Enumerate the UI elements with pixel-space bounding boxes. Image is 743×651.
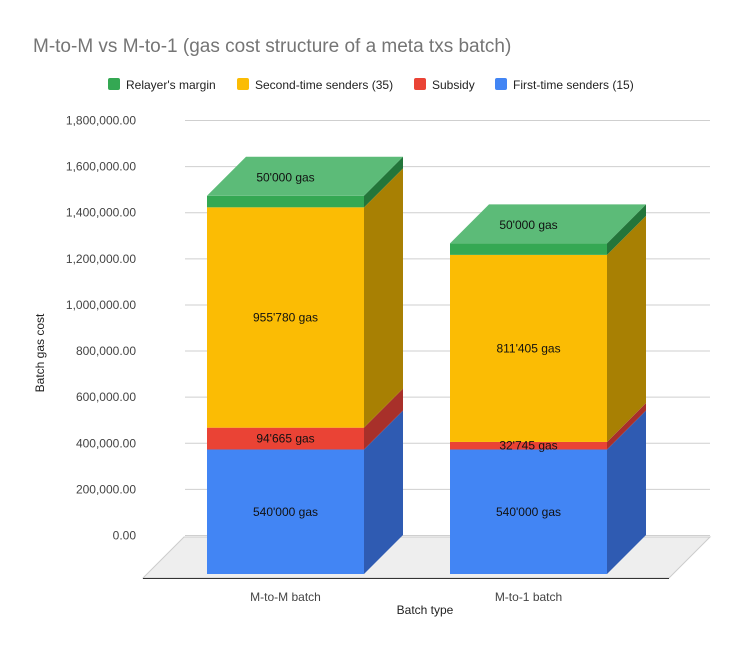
x-axis-title: Batch type — [397, 603, 454, 617]
bar-side-first-time-senders-15 — [364, 410, 403, 574]
y-axis-ticks: 0.00 200,000.00 400,000.00 600,000.00 800,00… — [66, 114, 136, 543]
legend-swatch — [414, 78, 426, 90]
y-tick-label: 1,800,000.00 — [66, 114, 136, 128]
bar-segment-second-time-senders-35 — [450, 254, 607, 442]
bar-segment-subsidy — [207, 427, 364, 450]
y-tick-label: 400,000.00 — [76, 436, 136, 450]
y-tick-label: 200,000.00 — [76, 482, 136, 496]
data-label-relayer-s-margin: 50'000 gas — [499, 218, 557, 232]
bar-segment-relayer-s-margin — [450, 243, 607, 255]
bars — [207, 156, 646, 574]
bar-segment-second-time-senders-35 — [207, 207, 364, 428]
legend-label: First-time senders (15) — [513, 78, 634, 92]
chart-title: M-to-M vs M-to-1 (gas cost structure of … — [33, 36, 511, 57]
bar-side-relayer-s-margin — [364, 156, 403, 208]
data-label-second-time-senders-35: 955'780 gas — [253, 310, 318, 324]
bar-side-first-time-senders-15 — [607, 410, 646, 574]
data-label-subsidy: 32'745 gas — [499, 439, 557, 453]
bar-top-relayer-s-margin — [450, 204, 646, 244]
bar-side-second-time-senders-35 — [607, 215, 646, 442]
bar-side-second-time-senders-35 — [364, 168, 403, 428]
data-label-subsidy: 94'665 gas — [256, 432, 314, 446]
data-label-first-time-senders-15: 540'000 gas — [253, 505, 318, 519]
bar-segment-first-time-senders-15 — [207, 449, 364, 574]
legend-swatch — [495, 78, 507, 90]
data-label-second-time-senders-35: 811'405 gas — [496, 341, 560, 355]
y-tick-label: 800,000.00 — [76, 344, 136, 358]
legend-item-first-time-senders-15: First-time senders (15) — [495, 78, 634, 92]
y-axis-title: Batch gas cost — [33, 313, 47, 392]
y-tick-label: 600,000.00 — [76, 390, 136, 404]
bar-segment-first-time-senders-15 — [450, 449, 607, 574]
data-label-relayer-s-margin: 50'000 gas — [256, 170, 314, 184]
legend-item-subsidy: Subsidy — [414, 78, 475, 92]
y-tick-label: 0.00 — [113, 529, 137, 543]
legend-label: Subsidy — [432, 78, 475, 92]
x-tick-label: M-to-M batch — [250, 590, 321, 604]
bar-top-relayer-s-margin — [207, 156, 403, 196]
bar-side-subsidy — [607, 402, 646, 450]
legend-swatch — [237, 78, 249, 90]
bar-m-to-m-batch — [207, 156, 403, 574]
bar-side-relayer-s-margin — [607, 204, 646, 255]
legend-item-second-time-senders-35: Second-time senders (35) — [237, 78, 393, 92]
bar-segment-relayer-s-margin — [207, 195, 364, 208]
x-axis-ticks: M-to-M batch M-to-1 batch — [250, 590, 562, 604]
y-tick-label: 1,200,000.00 — [66, 252, 136, 266]
y-tick-label: 1,600,000.00 — [66, 160, 136, 174]
bar-m-to-1-batch — [450, 204, 646, 574]
legend-swatch — [108, 78, 120, 90]
legend-label: Second-time senders (35) — [255, 78, 393, 92]
y-tick-label: 1,400,000.00 — [66, 206, 136, 220]
bar-segment-subsidy — [450, 441, 607, 450]
legend: Relayer's margin Second-time senders (35)… — [108, 78, 634, 92]
data-labels: 540'000 gas 94'665 gas 955'780 gas 50'000 g… — [253, 170, 561, 518]
data-label-first-time-senders-15: 540'000 gas — [496, 505, 561, 519]
legend-label: Relayer's margin — [126, 78, 216, 92]
legend-item-relayer-s-margin: Relayer's margin — [108, 78, 216, 92]
x-tick-label: M-to-1 batch — [495, 590, 562, 604]
bar-side-subsidy — [364, 388, 403, 450]
y-tick-label: 1,000,000.00 — [66, 298, 136, 312]
